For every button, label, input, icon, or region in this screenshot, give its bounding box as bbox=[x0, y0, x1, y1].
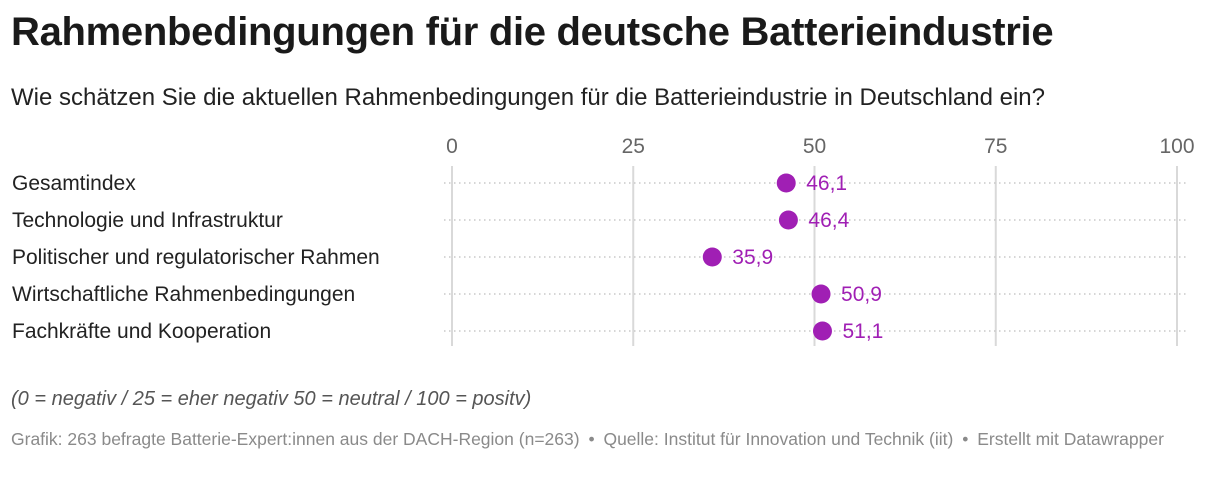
data-point bbox=[702, 247, 722, 267]
data-point bbox=[811, 284, 831, 304]
footer-separator: • bbox=[588, 429, 595, 449]
footer-separator: • bbox=[962, 429, 969, 449]
value-label: 35,9 bbox=[732, 246, 773, 269]
value-label: 46,4 bbox=[808, 209, 849, 232]
value-label: 51,1 bbox=[842, 320, 883, 343]
chart-title: Rahmenbedingungen für die deutsche Batte… bbox=[11, 10, 1054, 54]
footer: Grafik: 263 befragte Batterie-Expert:inn… bbox=[11, 427, 1206, 451]
footer-quelle: Quelle: Institut für Innovation und Tech… bbox=[603, 429, 954, 449]
category-label: Technologie und Infrastruktur bbox=[12, 209, 283, 232]
footer-source: Grafik: 263 befragte Batterie-Expert:inn… bbox=[11, 429, 580, 449]
chart-subtitle: Wie schätzen Sie die aktuellen Rahmenbed… bbox=[11, 84, 1045, 111]
x-tick-label: 0 bbox=[446, 135, 458, 158]
data-point bbox=[778, 210, 798, 230]
scale-note: (0 = negativ / 25 = eher negativ 50 = ne… bbox=[11, 388, 532, 410]
data-point bbox=[812, 321, 832, 341]
footer-credit: Erstellt mit Datawrapper bbox=[977, 429, 1164, 449]
category-label: Fachkräfte und Kooperation bbox=[12, 320, 271, 343]
x-tick-label: 75 bbox=[984, 135, 1007, 158]
x-tick-label: 50 bbox=[803, 135, 826, 158]
category-label: Wirtschaftliche Rahmenbedingungen bbox=[12, 283, 355, 306]
value-label: 46,1 bbox=[806, 172, 847, 195]
category-label: Politischer und regulatorischer Rahmen bbox=[12, 246, 380, 269]
category-label: Gesamtindex bbox=[12, 172, 136, 195]
data-point bbox=[776, 173, 796, 193]
x-tick-label: 25 bbox=[622, 135, 645, 158]
value-label: 50,9 bbox=[841, 283, 882, 306]
x-tick-label: 100 bbox=[1159, 135, 1194, 158]
